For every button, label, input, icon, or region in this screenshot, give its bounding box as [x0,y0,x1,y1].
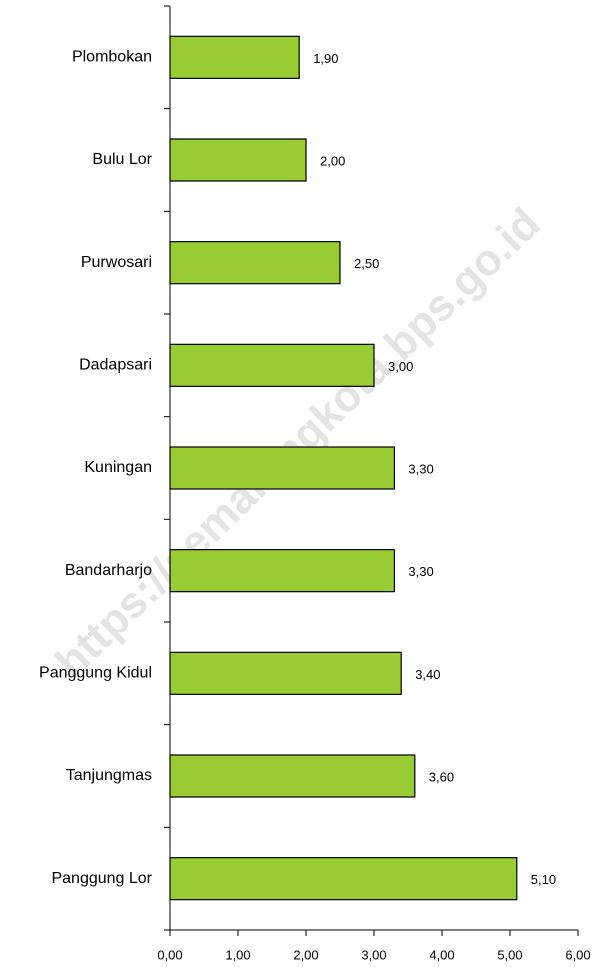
y-tick-label: Tanjungmas [66,767,152,784]
y-tick-label: Dadapsari [79,357,152,374]
bar [169,549,395,593]
value-label: 3,40 [415,667,440,682]
bar [169,343,375,387]
value-label: 2,50 [354,256,379,271]
value-label: 3,60 [429,769,454,784]
x-tick-label: 2,00 [293,947,318,962]
bar [169,241,341,285]
y-tick-label: Bulu Lor [92,151,152,168]
x-tick-label: 4,00 [429,947,454,962]
x-tick-label: 3,00 [361,947,386,962]
value-label: 2,00 [320,153,345,168]
value-label: 5,10 [531,872,556,887]
y-tick-label: Plombokan [72,49,152,66]
x-tick-label: 0,00 [157,947,182,962]
value-label: 3,00 [388,359,413,374]
y-tick-label: Panggung Lor [51,870,152,887]
bar [169,138,307,182]
y-tick-label: Panggung Kidul [39,665,152,682]
bar [169,857,518,901]
value-label: 3,30 [408,564,433,579]
bar [169,754,416,798]
y-tick-label: Bandarharjo [65,562,152,579]
y-tick-label: Kuningan [84,459,152,476]
value-label: 3,30 [408,461,433,476]
x-tick-label: 1,00 [225,947,250,962]
x-tick-label: 5,00 [497,947,522,962]
x-tick-label: 6,00 [565,947,590,962]
value-label: 1,90 [313,51,338,66]
bar [169,35,300,79]
y-tick-label: Purwosari [81,254,152,271]
bar [169,446,395,490]
bar [169,651,402,695]
